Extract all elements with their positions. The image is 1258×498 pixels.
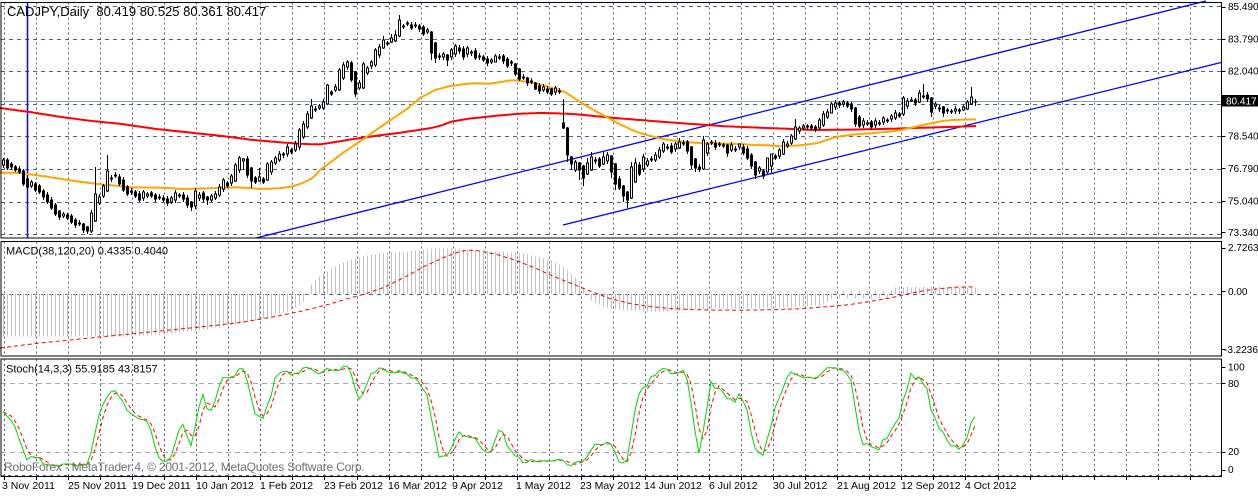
svg-text:9 Apr 2012: 9 Apr 2012 xyxy=(452,480,503,492)
svg-text:82.040: 82.040 xyxy=(1228,67,1258,78)
svg-text:2.7263: 2.7263 xyxy=(1228,243,1258,254)
svg-text:CADJPY,Daily 80.419 80.525 80: CADJPY,Daily 80.419 80.525 80.361 80.417 xyxy=(7,4,266,19)
svg-text:0: 0 xyxy=(1228,465,1234,476)
svg-text:10 Jan 2012: 10 Jan 2012 xyxy=(196,480,254,492)
svg-text:85.490: 85.490 xyxy=(1228,2,1258,13)
svg-text:23 May 2012: 23 May 2012 xyxy=(580,480,641,492)
svg-text:3 Nov 2011: 3 Nov 2011 xyxy=(2,480,55,492)
svg-text:30 Jul 2012: 30 Jul 2012 xyxy=(773,480,827,492)
svg-text:21 Aug 2012: 21 Aug 2012 xyxy=(837,480,896,492)
svg-text:19 Dec 2011: 19 Dec 2011 xyxy=(132,480,191,492)
svg-text:73.340: 73.340 xyxy=(1228,228,1258,239)
svg-text:1 Feb 2012: 1 Feb 2012 xyxy=(260,480,313,492)
svg-text:1 May 2012: 1 May 2012 xyxy=(516,480,571,492)
svg-text:MACD(38,120,20) 0.4335 0.4040: MACD(38,120,20) 0.4335 0.4040 xyxy=(6,246,168,258)
svg-text:0.00: 0.00 xyxy=(1228,287,1248,298)
svg-text:80.417: 80.417 xyxy=(1226,97,1257,108)
svg-text:78.540: 78.540 xyxy=(1228,131,1258,142)
svg-text:25 Nov 2011: 25 Nov 2011 xyxy=(68,480,127,492)
svg-text:4 Oct 2012: 4 Oct 2012 xyxy=(965,480,1017,492)
svg-text:80: 80 xyxy=(1228,379,1240,390)
svg-text:83.790: 83.790 xyxy=(1228,35,1258,46)
svg-text:6 Jul 2012: 6 Jul 2012 xyxy=(709,480,758,492)
svg-text:76.790: 76.790 xyxy=(1228,164,1258,175)
svg-text:Stoch(14,3,3) 55.9185 43.8157: Stoch(14,3,3) 55.9185 43.8157 xyxy=(6,364,158,376)
svg-text:14 Jun 2012: 14 Jun 2012 xyxy=(644,480,702,492)
svg-text:-3.2236: -3.2236 xyxy=(1224,345,1258,356)
svg-text:12 Sep 2012: 12 Sep 2012 xyxy=(901,480,961,492)
svg-text:100: 100 xyxy=(1228,362,1245,373)
svg-text:23 Feb 2012: 23 Feb 2012 xyxy=(324,480,383,492)
svg-text:RoboForex - MetaTrader 4, © 20: RoboForex - MetaTrader 4, © 2001-2012, M… xyxy=(4,460,364,474)
svg-text:16 Mar 2012: 16 Mar 2012 xyxy=(388,480,447,492)
svg-text:20: 20 xyxy=(1228,447,1240,458)
svg-text:75.040: 75.040 xyxy=(1228,196,1258,207)
